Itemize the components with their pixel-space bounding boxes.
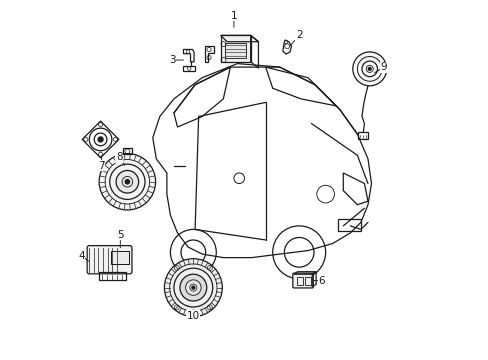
Circle shape: [185, 280, 201, 295]
Circle shape: [125, 180, 129, 184]
Circle shape: [352, 52, 386, 86]
Text: 10: 10: [186, 311, 200, 321]
Circle shape: [116, 171, 139, 193]
Circle shape: [99, 154, 155, 210]
Circle shape: [164, 259, 222, 316]
FancyBboxPatch shape: [87, 246, 132, 274]
Text: 6: 6: [318, 275, 324, 285]
Circle shape: [192, 286, 194, 289]
Bar: [111, 251, 129, 264]
FancyBboxPatch shape: [292, 273, 313, 288]
Bar: [305, 277, 310, 285]
Text: 7: 7: [98, 161, 105, 171]
Text: 2: 2: [295, 30, 302, 40]
Text: 9: 9: [380, 62, 386, 72]
Bar: [99, 272, 125, 280]
Bar: [358, 132, 367, 139]
Circle shape: [98, 137, 103, 142]
Text: 3: 3: [168, 55, 175, 65]
Text: 4: 4: [78, 251, 84, 261]
Bar: [297, 277, 303, 285]
Bar: [220, 35, 250, 62]
Text: 8: 8: [116, 152, 122, 162]
Text: 1: 1: [230, 11, 237, 21]
Bar: [224, 43, 245, 58]
Bar: [337, 219, 360, 231]
Text: 5: 5: [117, 230, 123, 240]
Circle shape: [180, 274, 206, 301]
Circle shape: [367, 67, 370, 70]
